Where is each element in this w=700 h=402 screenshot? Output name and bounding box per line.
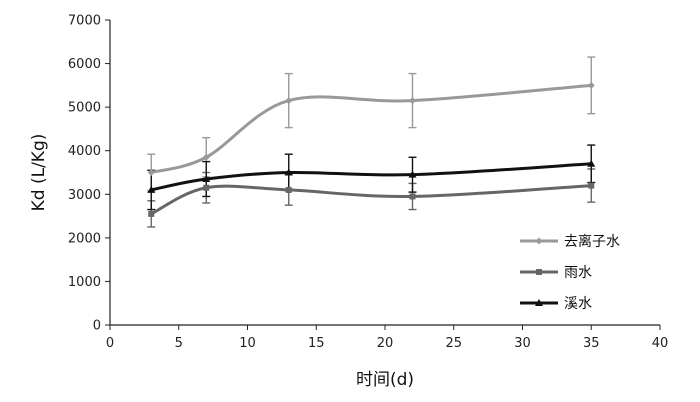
data-point — [588, 182, 595, 189]
y-tick-label: 2000 — [68, 231, 101, 246]
y-tick-label: 6000 — [68, 57, 101, 72]
legend-item: 去离子水 — [520, 233, 620, 250]
legend-marker — [535, 237, 543, 245]
y-tick-label: 0 — [93, 319, 101, 334]
y-tick-label: 3000 — [68, 188, 101, 203]
data-point — [202, 175, 211, 183]
legend-item: 溪水 — [520, 296, 592, 312]
legend-label: 溪水 — [564, 296, 592, 312]
data-point — [202, 153, 210, 161]
data-point — [203, 184, 210, 191]
x-tick-label: 5 — [175, 336, 183, 351]
legend-marker — [536, 269, 542, 275]
x-tick-label: 10 — [239, 336, 256, 351]
x-tick-label: 40 — [652, 336, 669, 351]
x-tick-label: 20 — [377, 336, 394, 351]
x-tick-label: 30 — [514, 336, 531, 351]
data-point — [408, 170, 417, 178]
x-tick-label: 0 — [106, 336, 114, 351]
data-point — [148, 210, 155, 217]
y-axis-title: Kd (L/Kg) — [29, 134, 49, 212]
x-axis-title: 时间(d) — [356, 370, 414, 390]
error-bars — [147, 56, 596, 228]
axes: 0 1000 2000 3000 4000 5000 6000 7000 0 5 10 15 20 25 3… — [68, 14, 668, 352]
legend-item: 雨水 — [520, 265, 592, 281]
x-tick-label: 15 — [308, 336, 325, 351]
data-point — [587, 81, 595, 89]
data-point — [284, 168, 293, 176]
data-point — [409, 193, 416, 200]
data-point — [147, 185, 156, 193]
y-tick-label: 4000 — [68, 144, 101, 159]
y-tick-label: 1000 — [68, 275, 101, 290]
y-tick-label: 5000 — [68, 101, 101, 116]
data-point — [285, 186, 292, 193]
series-lines — [149, 83, 593, 216]
series-line-2 — [149, 162, 593, 192]
data-point — [409, 97, 416, 105]
x-tick-label: 35 — [583, 336, 600, 351]
legend-marker — [535, 299, 543, 306]
legend-label: 去离子水 — [564, 233, 620, 250]
series-line-0 — [149, 83, 593, 174]
data-point — [285, 97, 293, 105]
legend-label: 雨水 — [564, 265, 592, 281]
data-point — [147, 169, 155, 176]
series-line-1 — [149, 184, 593, 216]
series-markers — [147, 81, 596, 217]
data-point — [587, 159, 596, 167]
y-tick-label: 7000 — [68, 14, 101, 29]
x-tick-label: 25 — [445, 336, 462, 351]
